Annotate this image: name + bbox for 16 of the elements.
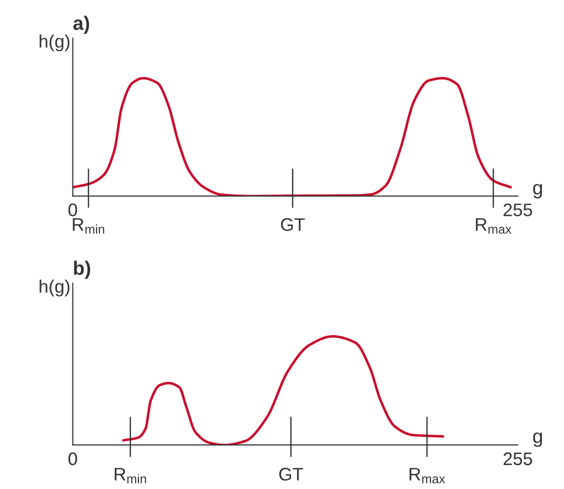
x-axis-title: g	[533, 184, 542, 198]
x-tick-label: 255	[504, 204, 532, 216]
ref-line-label: R$_{max}$	[410, 468, 446, 484]
x-tick-label: 0	[68, 452, 78, 466]
ref-line-label: R$_{min}$	[114, 468, 146, 484]
chart-title: a)	[73, 16, 90, 34]
ref-line-label: GT	[279, 468, 304, 481]
ref-line-label: R$_{max}$	[476, 218, 512, 234]
y-axis-title: h(g)	[40, 280, 70, 296]
x-axis-title: g	[533, 432, 542, 447]
y-axis-title: h(g)	[40, 34, 70, 52]
chart-title: b)	[74, 260, 90, 279]
x-tick-label: 255	[504, 452, 532, 466]
ref-line-label: GT	[281, 218, 305, 231]
ref-line-label: R$_{min}$	[72, 218, 104, 234]
x-tick-label: 0	[68, 204, 78, 216]
